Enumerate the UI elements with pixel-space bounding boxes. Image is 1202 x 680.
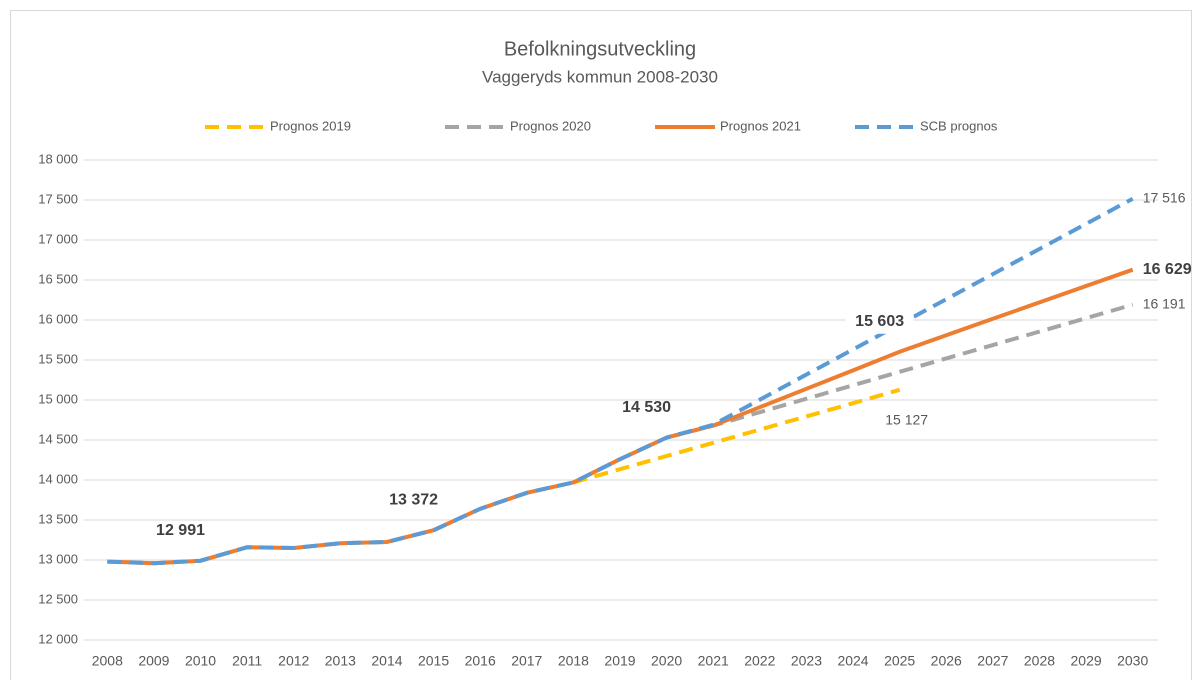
series-line [666, 302, 1134, 440]
y-tick-label: 16 500 [38, 271, 78, 286]
x-tick-label: 2028 [1024, 653, 1055, 669]
x-tick-label: 2027 [977, 653, 1008, 669]
y-tick-label: 17 000 [38, 231, 78, 246]
y-tick-label: 14 000 [38, 471, 78, 486]
data-label: 16 191 [1143, 295, 1186, 311]
y-tick-label: 15 000 [38, 391, 78, 406]
y-tick-label: 17 500 [38, 191, 78, 206]
series-line [107, 196, 1134, 566]
legend-label: Prognos 2021 [720, 118, 801, 133]
chart-border [10, 10, 1192, 680]
x-tick-label: 2015 [418, 653, 449, 669]
data-label: 15 603 [855, 313, 904, 330]
x-tick-label: 2026 [931, 653, 962, 669]
data-label: 15 127 [885, 412, 928, 428]
x-tick-label: 2025 [884, 653, 915, 669]
y-tick-label: 12 000 [38, 631, 78, 646]
legend-label: Prognos 2020 [510, 118, 591, 133]
x-tick-label: 2021 [698, 653, 729, 669]
x-tick-label: 2010 [185, 653, 216, 669]
y-tick-label: 13 000 [38, 551, 78, 566]
x-tick-label: 2012 [278, 653, 309, 669]
y-tick-label: 18 000 [38, 151, 78, 166]
x-tick-label: 2009 [138, 653, 169, 669]
y-tick-label: 15 500 [38, 351, 78, 366]
legend-label: Prognos 2019 [270, 118, 351, 133]
y-tick-label: 16 000 [38, 311, 78, 326]
chart-title: Befolkningsutveckling [504, 38, 696, 60]
x-tick-label: 2024 [837, 653, 868, 669]
x-tick-label: 2008 [92, 653, 123, 669]
data-label: 13 372 [389, 491, 438, 508]
data-label: 12 991 [156, 522, 205, 539]
data-label: 17 516 [1143, 189, 1186, 205]
label-background [845, 309, 914, 334]
x-tick-label: 2020 [651, 653, 682, 669]
data-label: 16 629 [1143, 261, 1192, 278]
x-tick-label: 2022 [744, 653, 775, 669]
y-tick-label: 14 500 [38, 431, 78, 446]
x-tick-label: 2016 [465, 653, 496, 669]
series-line [572, 387, 901, 485]
y-tick-label: 13 500 [38, 511, 78, 526]
x-tick-label: 2023 [791, 653, 822, 669]
data-label: 14 530 [622, 399, 671, 416]
x-tick-label: 2011 [232, 653, 262, 669]
x-tick-label: 2014 [371, 653, 402, 669]
chart-subtitle: Vaggeryds kommun 2008-2030 [482, 67, 718, 86]
x-tick-label: 2018 [558, 653, 589, 669]
x-tick-label: 2019 [604, 653, 635, 669]
x-tick-label: 2029 [1071, 653, 1102, 669]
x-tick-label: 2017 [511, 653, 542, 669]
legend-label: SCB prognos [920, 118, 998, 133]
x-tick-label: 2030 [1117, 653, 1148, 669]
y-tick-label: 12 500 [38, 591, 78, 606]
x-tick-label: 2013 [325, 653, 356, 669]
